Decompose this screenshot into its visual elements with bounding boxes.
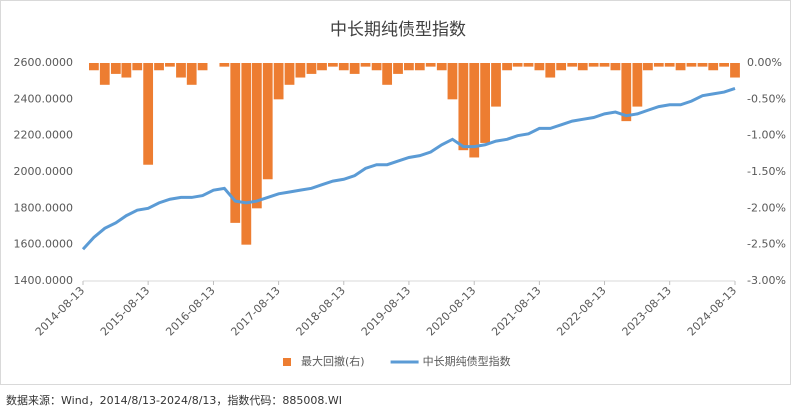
drawdown-bar	[480, 63, 491, 143]
drawdown-bar	[241, 63, 252, 245]
drawdown-bar	[436, 63, 447, 71]
drawdown-bar	[643, 63, 653, 71]
drawdown-bar	[110, 63, 121, 74]
y-tick-label: 2000.0000	[14, 165, 74, 178]
y2-tick-label: -2.50%	[747, 238, 786, 251]
drawdown-bar	[534, 63, 545, 71]
drawdown-bar	[523, 63, 534, 67]
y2-tick-label: -2.00%	[747, 201, 786, 214]
drawdown-bar	[393, 63, 403, 74]
drawdown-bar	[317, 63, 327, 71]
drawdown-bar	[186, 63, 197, 85]
drawdown-bar	[697, 63, 708, 67]
drawdown-bar	[621, 63, 632, 122]
drawdown-bar	[469, 63, 480, 158]
drawdown-bar	[262, 63, 273, 180]
drawdown-bar	[719, 63, 730, 67]
drawdown-bar	[382, 63, 393, 85]
drawdown-bar	[404, 63, 414, 71]
drawdown-bar	[567, 63, 578, 67]
drawdown-bar	[165, 63, 175, 67]
drawdown-bar	[491, 63, 501, 107]
y-tick-label: 1800.0000	[14, 201, 74, 214]
drawdown-bar	[458, 63, 469, 151]
index-line	[81, 87, 736, 251]
y-tick-label: 2600.0000	[14, 56, 74, 69]
drawdown-bar	[273, 63, 284, 100]
drawdown-bar	[708, 63, 719, 71]
drawdown-bar	[686, 63, 697, 67]
drawdown-bar	[99, 63, 110, 85]
drawdown-bar	[327, 63, 338, 67]
legend-label: 中长期纯债型指数	[423, 354, 511, 368]
drawdown-bar	[360, 63, 371, 67]
drawdown-bar	[371, 63, 382, 71]
drawdown-bar	[632, 63, 643, 107]
drawdown-bar	[251, 63, 262, 209]
drawdown-bar	[176, 63, 186, 78]
chart-frame	[0, 0, 791, 385]
drawdown-bar	[132, 63, 143, 71]
chart-title: 中长期纯债型指数	[330, 20, 466, 40]
drawdown-bar	[230, 63, 241, 223]
drawdown-bar	[219, 63, 230, 67]
drawdown-bar	[502, 63, 512, 71]
drawdown-bar	[588, 63, 599, 67]
y-tick-label: 1400.0000	[14, 274, 74, 287]
y2-tick-label: -0.50%	[747, 92, 786, 105]
y2-tick-label: -1.00%	[747, 129, 786, 142]
drawdown-bar	[338, 63, 349, 71]
y-tick-label: 2200.0000	[14, 129, 74, 142]
footer: 数据来源：Wind，2014/8/13-2024/8/13，指数代码：88500…	[6, 393, 342, 407]
drawdown-bar	[425, 63, 436, 67]
drawdown-bar	[447, 63, 458, 100]
y2-tick-label: -1.50%	[747, 165, 786, 178]
drawdown-bar	[512, 63, 523, 67]
legend-swatch	[283, 358, 291, 366]
drawdown-bar	[556, 63, 567, 71]
drawdown-bar	[349, 63, 360, 74]
drawdown-bar	[88, 63, 99, 71]
y2-tick-label: 0.00%	[747, 56, 782, 69]
drawdown-bar	[610, 63, 621, 71]
drawdown-bar	[306, 63, 317, 74]
legend-label: 最大回撤(右)	[301, 354, 365, 368]
drawdown-bar	[577, 63, 588, 71]
drawdown-bar	[675, 63, 686, 71]
drawdown-bar	[545, 63, 556, 78]
drawdown-bar	[664, 63, 675, 67]
drawdown-bar	[295, 63, 306, 78]
y-tick-label: 1600.0000	[14, 238, 74, 251]
drawdown-bar	[653, 63, 664, 67]
drawdown-bar	[197, 63, 208, 71]
drawdown-bar	[730, 63, 740, 78]
drawdown-bar	[154, 63, 164, 71]
y2-tick-label: -3.00%	[747, 274, 786, 287]
drawdown-bar	[121, 63, 132, 78]
drawdown-bar	[414, 63, 425, 71]
drawdown-bar	[143, 63, 154, 165]
y-tick-label: 2400.0000	[14, 92, 74, 105]
drawdown-bar	[599, 63, 610, 67]
drawdown-bar	[284, 63, 295, 85]
